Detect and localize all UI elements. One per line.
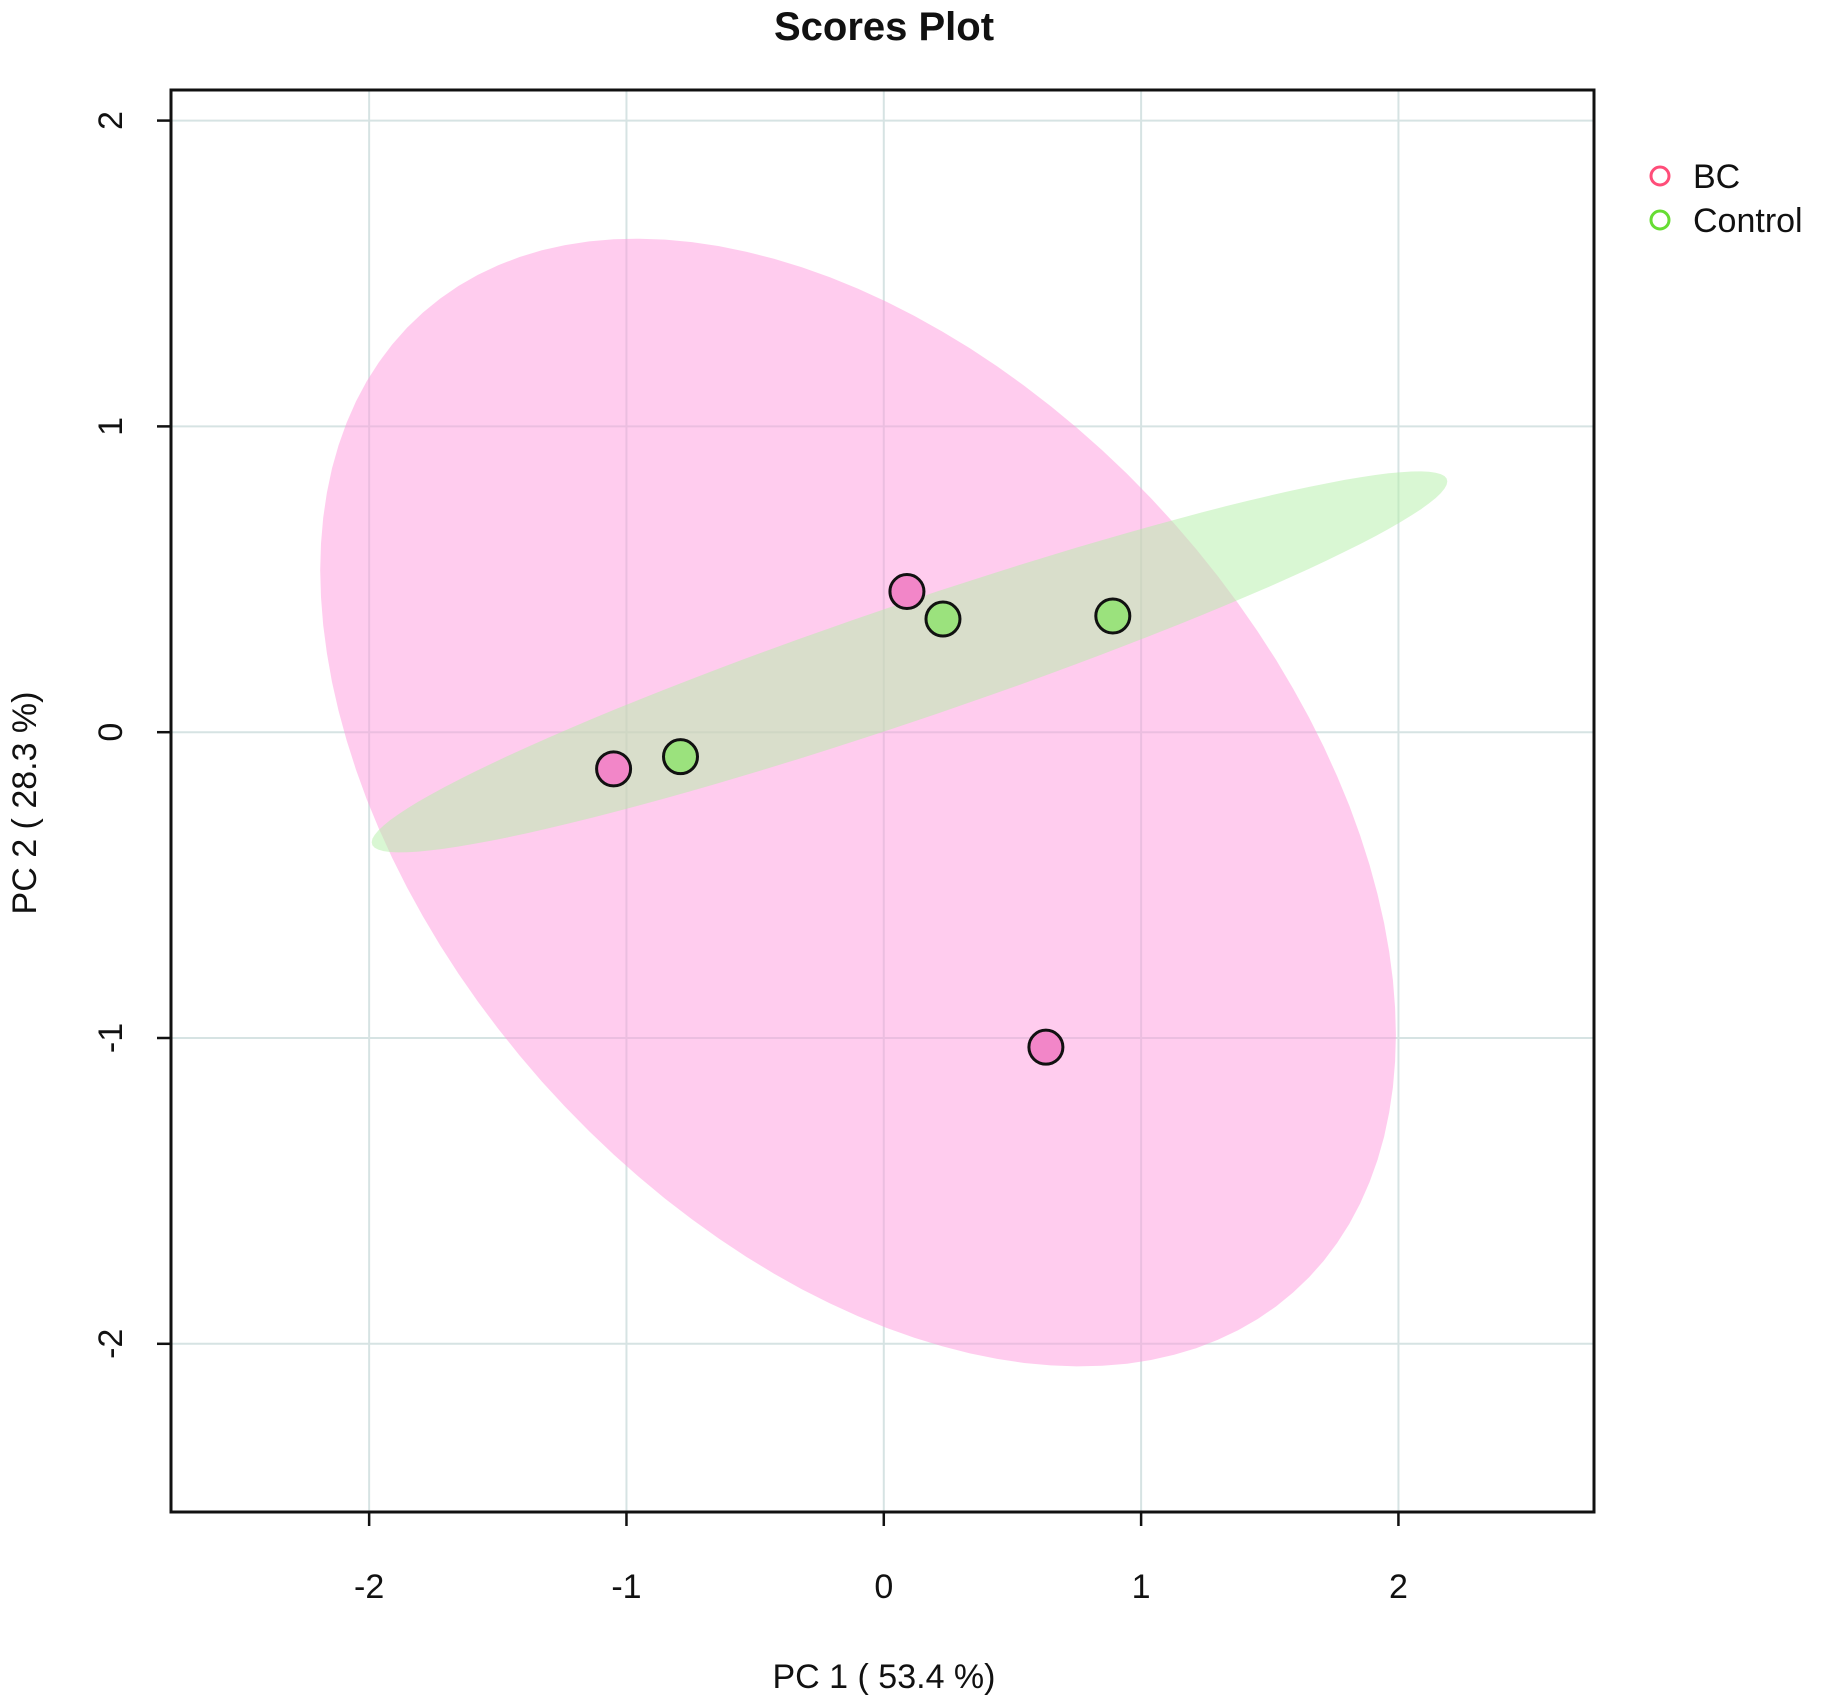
- chart-title: Scores Plot: [774, 5, 994, 49]
- point-control: [662, 738, 700, 776]
- y-axis-label: PC 2 ( 28.3 %): [6, 692, 44, 915]
- point-control: [924, 600, 962, 638]
- x-tick-label: 1: [1132, 1568, 1151, 1606]
- ellipse-control: [371, 471, 1448, 853]
- plot-frame: [169, 88, 1596, 1514]
- y-tick-label: 2: [92, 111, 130, 130]
- legend-label-control: Control: [1693, 202, 1803, 240]
- legend-label-bc: BC: [1693, 158, 1740, 196]
- legend-marker-bc: [1649, 165, 1671, 187]
- ellipse-bc: [320, 238, 1396, 1367]
- x-tick-label: 0: [874, 1568, 893, 1606]
- x-tick-label: -2: [354, 1568, 384, 1606]
- y-tick-label: -2: [92, 1329, 130, 1359]
- x-tick-label: -1: [611, 1568, 641, 1606]
- x-tick-label: 2: [1389, 1568, 1408, 1606]
- legend: BC Control: [1649, 158, 1803, 240]
- y-tick-label: 1: [92, 417, 130, 436]
- y-tick-label: -1: [92, 1023, 130, 1053]
- legend-marker-control: [1649, 209, 1671, 231]
- y-tick-label: 0: [92, 723, 130, 742]
- point-bc: [595, 750, 633, 788]
- data-points: [595, 573, 1132, 1066]
- point-control: [1094, 597, 1132, 635]
- confidence-ellipses: [320, 238, 1448, 1367]
- axes: -2 -1 0 1 2 -2 -1 0 1 2: [92, 111, 1408, 1606]
- point-bc: [1027, 1028, 1065, 1066]
- x-axis-label: PC 1 ( 53.4 %): [773, 1658, 996, 1696]
- point-bc: [888, 573, 926, 611]
